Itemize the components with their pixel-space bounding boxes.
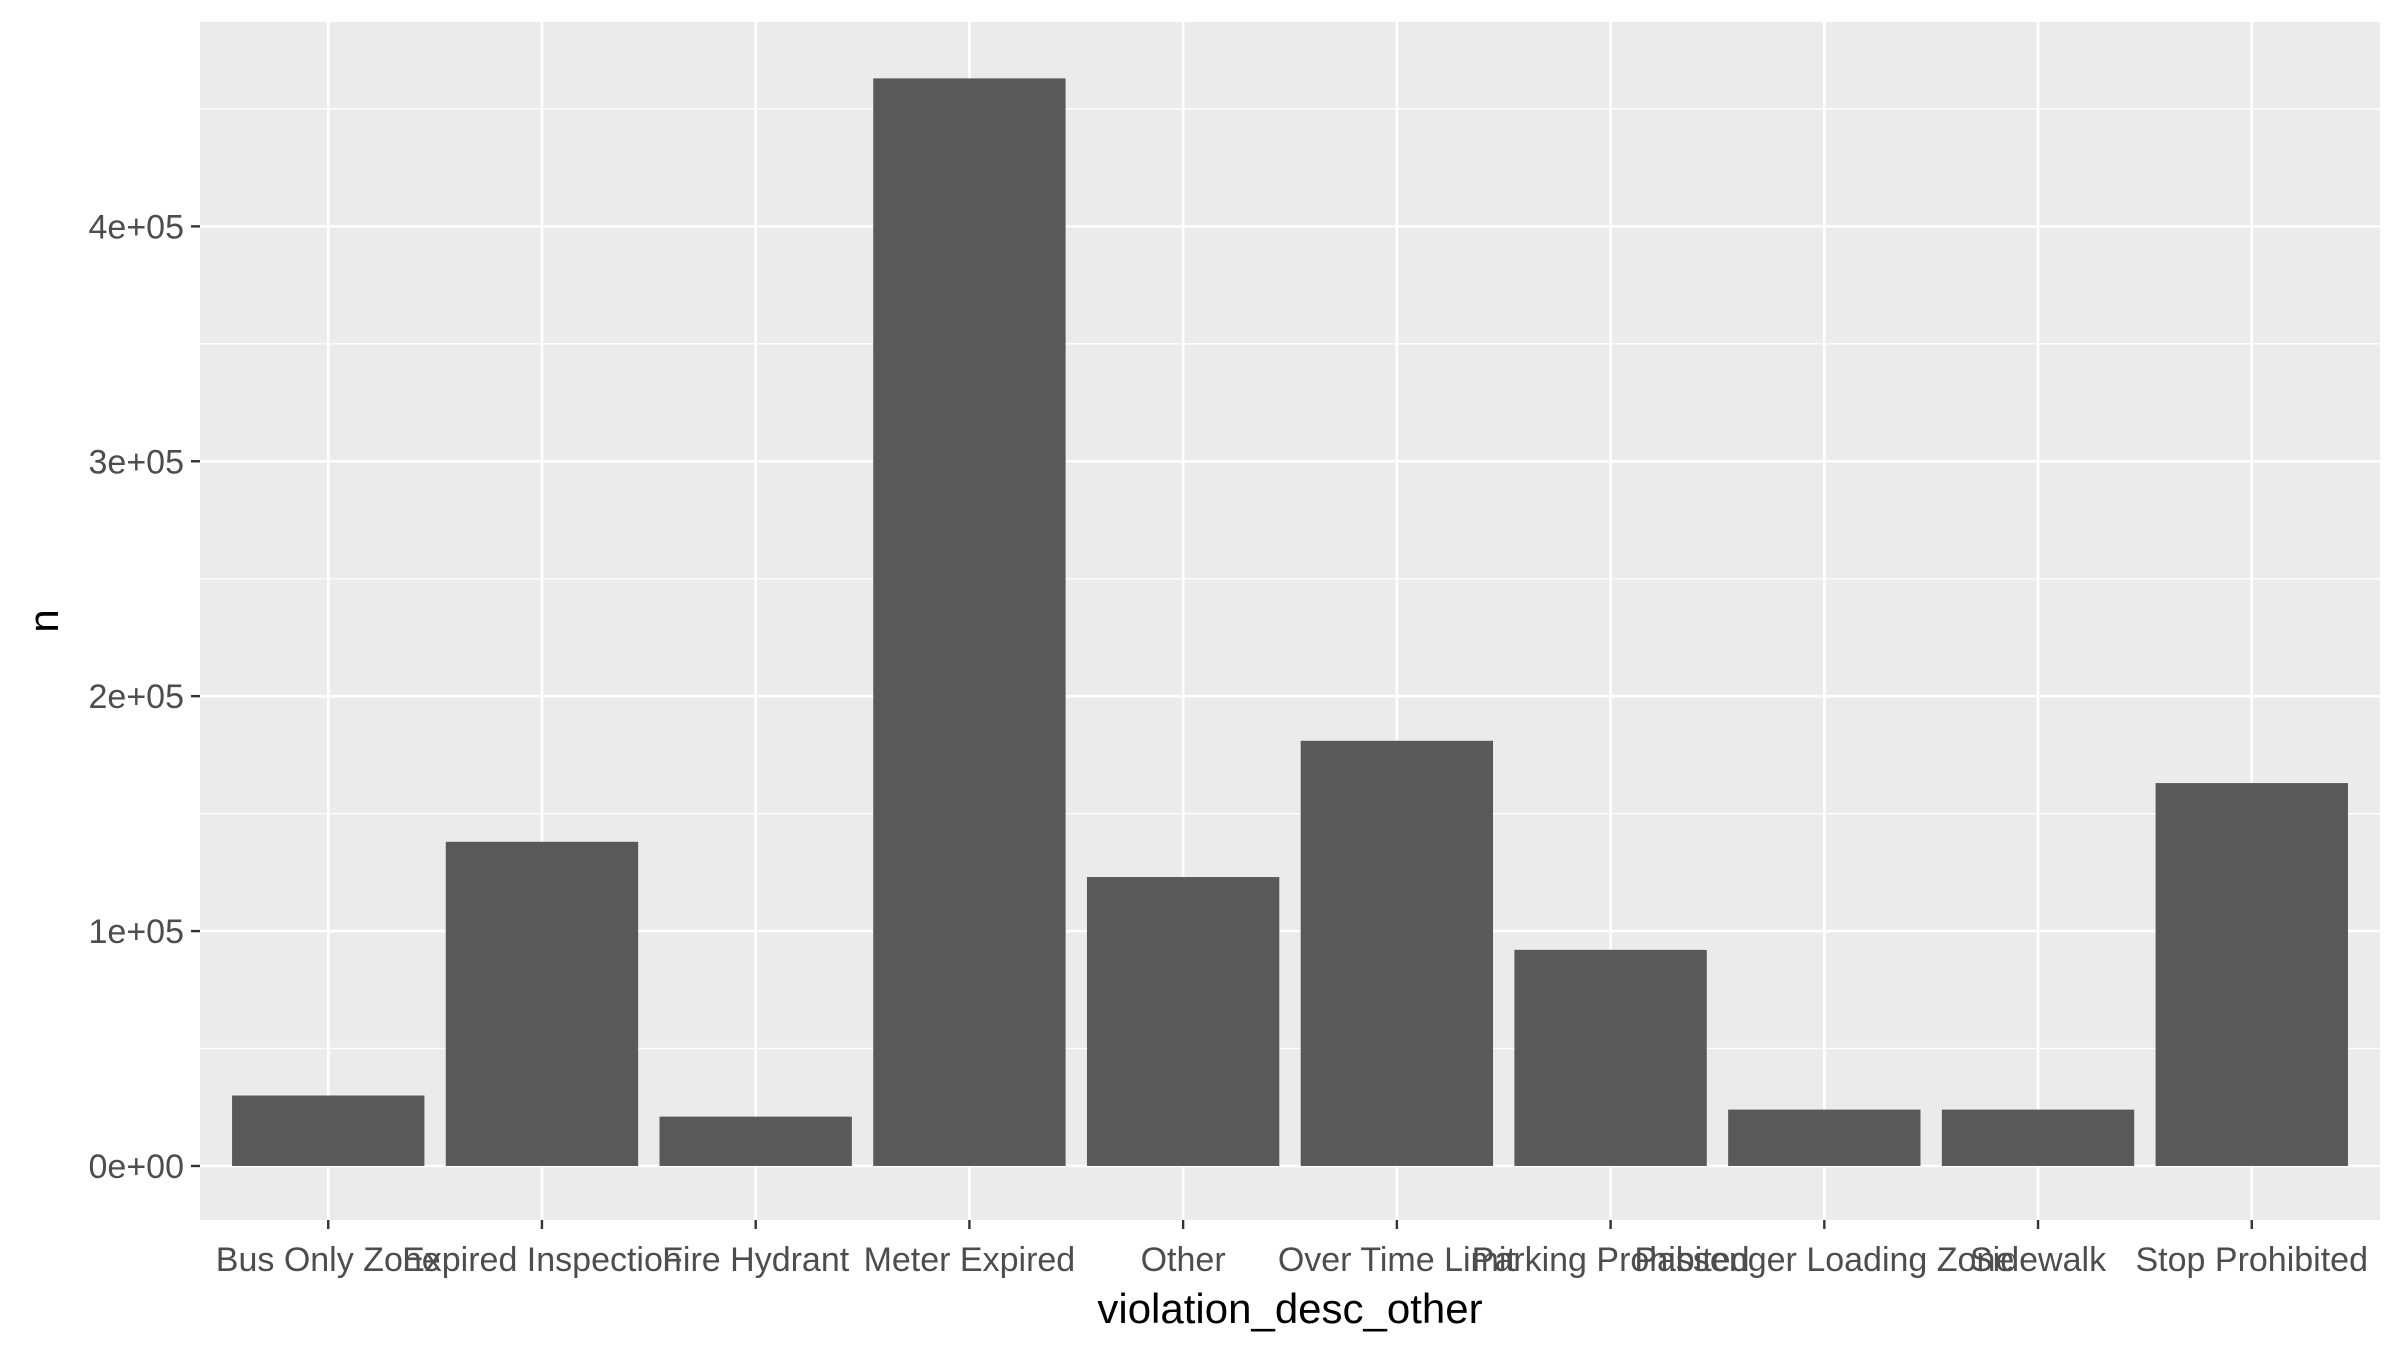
y-axis-title: n [20, 609, 67, 632]
bar [2155, 783, 2348, 1166]
x-tick-label: Bus Only Zone [216, 1241, 441, 1279]
bars [232, 78, 2348, 1166]
bar [1514, 949, 1707, 1166]
bar [1728, 1109, 1921, 1166]
bar [232, 1095, 425, 1166]
x-tick-label: Meter Expired [864, 1241, 1076, 1279]
x-tick-label: Stop Prohibited [2136, 1241, 2369, 1279]
x-tick-label: Sidewalk [1970, 1241, 2107, 1279]
x-tick-label: Fire Hydrant [662, 1241, 850, 1279]
bar [659, 1116, 852, 1166]
x-axis-title: violation_desc_other [1097, 1285, 1482, 1332]
x-tick-label: Passenger Loading Zone [1634, 1241, 2014, 1279]
y-tick-label: 3e+05 [89, 443, 185, 481]
y-tick-label: 4e+05 [89, 208, 185, 246]
bar [1300, 740, 1494, 1166]
bar [445, 841, 639, 1166]
bar [1941, 1109, 2135, 1166]
y-tick-label: 1e+05 [89, 913, 185, 951]
x-tick-label: Other [1141, 1241, 1226, 1279]
y-tick-label: 0e+00 [89, 1148, 185, 1186]
y-tick-label: 2e+05 [89, 678, 185, 716]
x-tick-label: Parking Prohibited [1472, 1241, 1750, 1279]
bar [1086, 877, 1280, 1166]
x-tick-label: Over Time Limit [1278, 1241, 1517, 1279]
x-tick-label: Expired Inspection [402, 1241, 682, 1279]
y-axis: 0e+00 1e+05 2e+05 3e+05 4e+05 [89, 208, 200, 1186]
bar [873, 78, 1066, 1166]
